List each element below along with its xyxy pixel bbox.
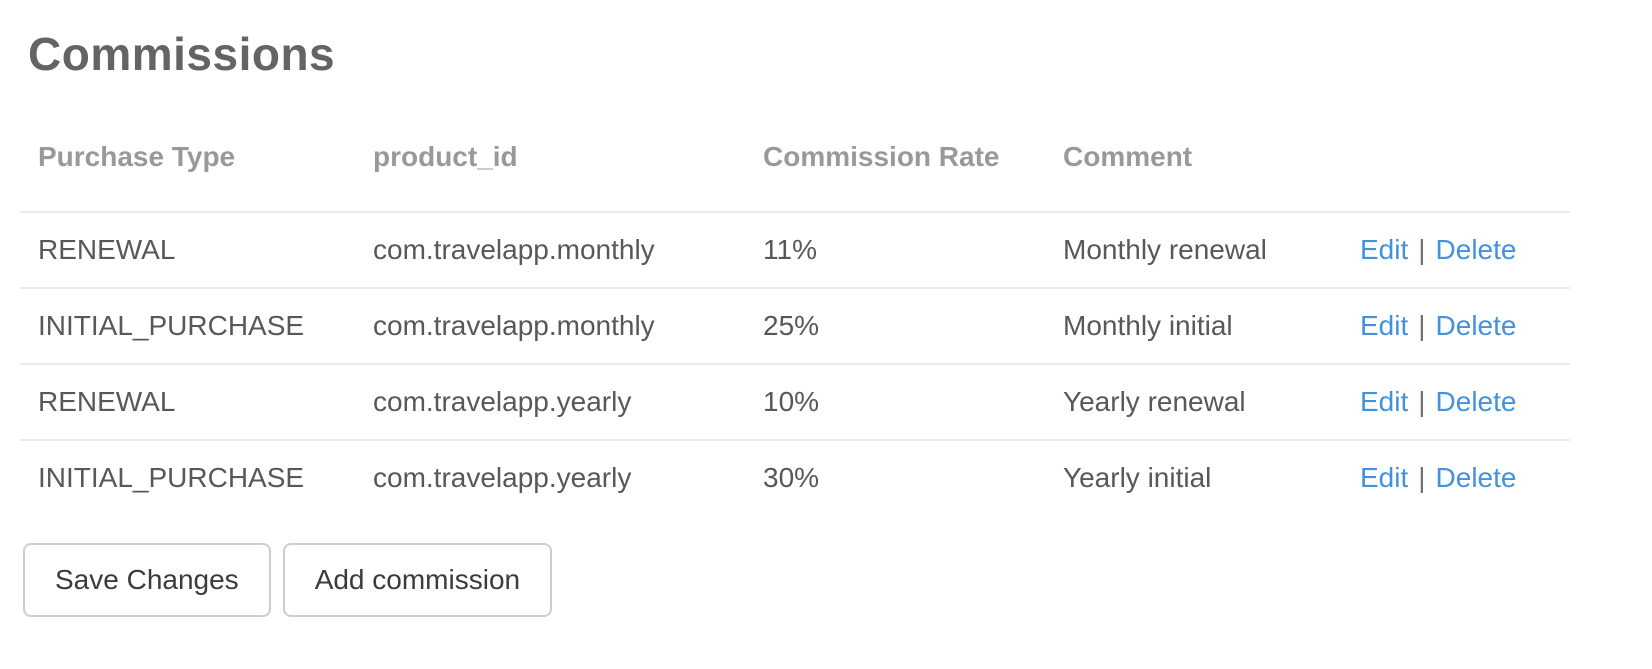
commission-rate-cell: 25% [763,288,1063,365]
header-purchase-type: Purchase Type [20,120,373,213]
save-changes-button[interactable]: Save Changes [23,543,271,617]
comment-cell: Yearly renewal [1063,364,1360,441]
delete-link[interactable]: Delete [1435,234,1517,265]
edit-link[interactable]: Edit [1360,310,1409,341]
header-product-id: product_id [373,120,763,213]
delete-link[interactable]: Delete [1435,310,1517,341]
comment-cell: Monthly initial [1063,288,1360,365]
product-id-cell: com.travelapp.monthly [373,212,763,289]
commissions-table: Purchase Type product_id Commission Rate… [20,120,1570,515]
product-id-cell: com.travelapp.yearly [373,364,763,441]
comment-cell: Yearly initial [1063,462,1212,493]
table-row: RENEWAL com.travelapp.monthly 11% Monthl… [20,212,1570,289]
delete-link[interactable]: Delete [1435,386,1517,417]
edit-link[interactable]: Edit [1360,462,1409,493]
action-separator: | [1418,462,1426,493]
button-row: Save Changes Add commission [23,543,1652,617]
commission-rate-cell: 30% [763,462,820,493]
purchase-type-cell: INITIAL_PURCHASE [38,462,305,493]
comment-cell: Monthly renewal [1063,212,1360,289]
delete-link[interactable]: Delete [1435,462,1517,493]
purchase-type-cell: RENEWAL [20,364,373,441]
purchase-type-cell: INITIAL_PURCHASE [20,288,373,365]
table-row: INITIAL_PURCHASE com.travelapp.yearly 30… [20,440,1570,515]
purchase-type-cell: RENEWAL [20,212,373,289]
row-actions: Edit | Delete [1360,288,1570,365]
commission-rate-cell: 11% [763,212,1063,289]
header-actions [1360,120,1570,213]
table-body: RENEWAL com.travelapp.monthly 11% Monthl… [20,212,1570,515]
row-actions: Edit | Delete [1360,364,1570,441]
table-row: INITIAL_PURCHASE com.travelapp.monthly 2… [20,288,1570,365]
row-actions: Edit | Delete [1360,440,1570,515]
action-separator: | [1418,234,1426,265]
header-comment: Comment [1063,120,1360,213]
commissions-page: Commissions Purchase Type product_id Com… [0,31,1652,617]
commission-rate-cell: 10% [763,364,1063,441]
header-row: Purchase Type product_id Commission Rate… [20,120,1570,213]
header-commission-rate: Commission Rate [763,120,1063,213]
table-row: RENEWAL com.travelapp.yearly 10% Yearly … [20,364,1570,441]
add-commission-button[interactable]: Add commission [282,543,553,617]
action-separator: | [1418,386,1426,417]
row-actions: Edit | Delete [1360,212,1570,289]
page-title: Commissions [28,28,336,80]
product-id-cell: com.travelapp.yearly [373,462,632,493]
edit-link[interactable]: Edit [1360,234,1409,265]
edit-link[interactable]: Edit [1360,386,1409,417]
product-id-cell: com.travelapp.monthly [373,288,763,365]
table-header: Purchase Type product_id Commission Rate… [20,120,1570,213]
action-separator: | [1418,310,1426,341]
